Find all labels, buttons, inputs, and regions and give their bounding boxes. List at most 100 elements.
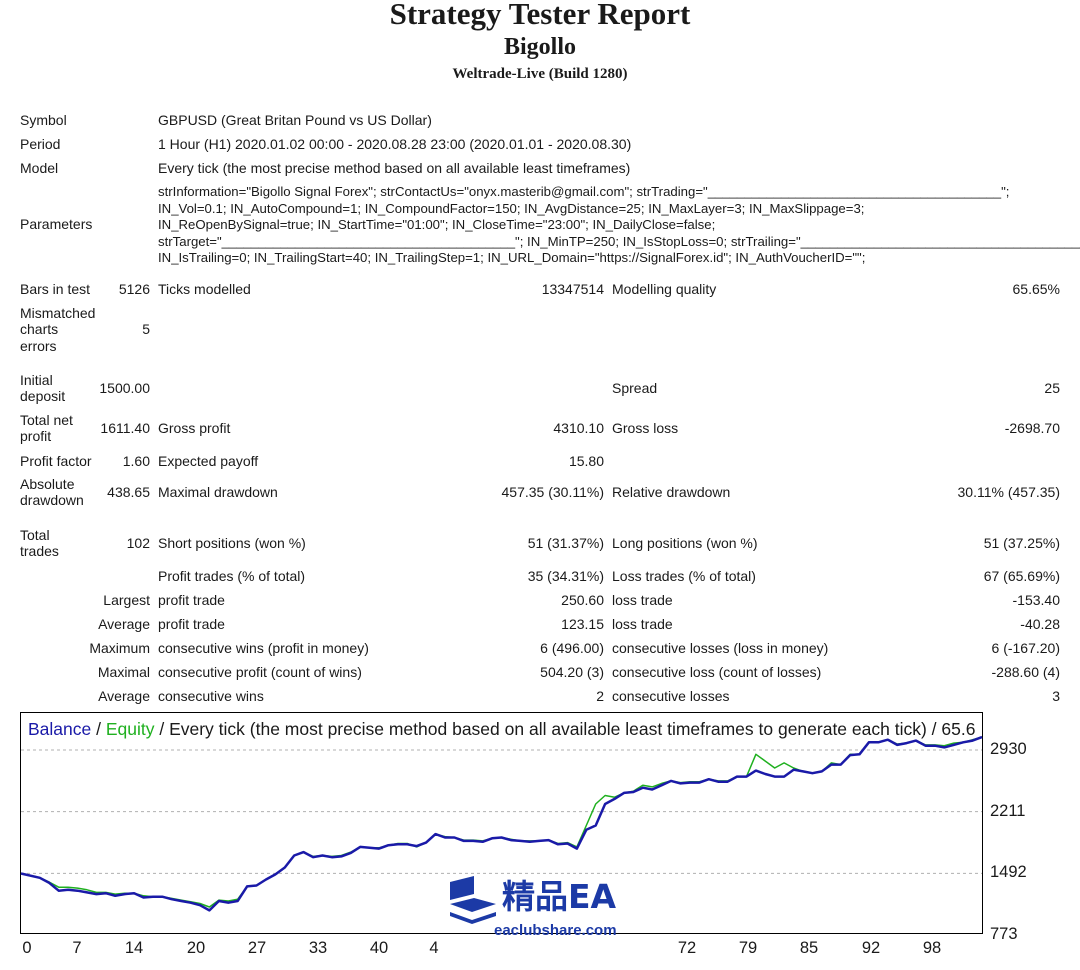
maximal-loss-label: consecutive loss (count of losses)	[612, 664, 822, 680]
short-value: 51 (31.37%)	[527, 535, 604, 551]
short-label: Short positions (won %)	[158, 535, 306, 551]
x-tick-label: 4	[429, 939, 439, 957]
avg-wins-value: 2	[596, 688, 604, 704]
symbol-label: Symbol	[20, 112, 67, 128]
series-layer	[20, 735, 983, 912]
x-tick-label: 72	[677, 939, 697, 957]
absdd-label: Absolute	[20, 476, 75, 492]
pf-value: 1.60	[122, 453, 150, 469]
mismatch-label: errors	[20, 338, 57, 354]
legend-separator: /	[91, 719, 106, 739]
maximal-profit-value: 504.20 (3)	[540, 664, 604, 680]
legend-equity: Equity	[105, 719, 155, 739]
x-tick-label: 92	[861, 939, 881, 957]
absdd-value: 438.65	[107, 484, 150, 500]
period-label: Period	[20, 136, 61, 152]
maximal-profit-label: consecutive profit (count of wins)	[158, 664, 362, 680]
x-tick-label: 0	[22, 939, 32, 957]
average-consecutive-label: Average	[98, 688, 150, 704]
parameters-line: strInformation="Bigollo Signal Forex"; s…	[158, 184, 1010, 199]
average-loss-label: loss trade	[612, 616, 673, 632]
plot-frame	[20, 712, 983, 934]
watermark: 精品EA eaclubshare.com	[436, 866, 642, 948]
x-tick-label: 98	[922, 939, 942, 957]
spread-label: Spread	[612, 380, 658, 396]
max-losses-label: consecutive losses (loss in money)	[612, 640, 829, 656]
x-tick-label: 14	[124, 939, 144, 957]
report-title: Strategy Tester Report	[389, 0, 691, 31]
y-tick-label: 2211	[990, 802, 1026, 820]
avg-losses-label: consecutive losses	[612, 688, 730, 704]
average-label: Average	[98, 616, 150, 632]
netprofit-label: Total net	[20, 412, 73, 428]
grossprofit-value: 4310.10	[553, 420, 604, 436]
maxdd-label: Maximal drawdown	[158, 484, 278, 500]
maximum-label: Maximum	[89, 640, 150, 656]
payoff-value: 15.80	[568, 453, 604, 469]
quality-label: Modelling quality	[612, 281, 717, 297]
chart-title-rest: / Every tick (the most precise method ba…	[154, 719, 976, 739]
x-tick-label: 20	[186, 939, 206, 957]
avg-wins-label: consecutive wins	[158, 688, 264, 704]
avg-losses-value: 3	[1052, 688, 1060, 704]
model-value: Every tick (the most precise method base…	[158, 160, 631, 176]
largest-profit-label: profit trade	[158, 592, 225, 608]
trades-label: Total	[20, 527, 50, 543]
reldd-value: 30.11% (457.35)	[957, 484, 1060, 500]
watermark-brand: 精品EA	[502, 877, 617, 916]
largest-loss-value: -153.40	[1012, 592, 1060, 608]
trades-value: 102	[126, 535, 150, 551]
x-tick-label: 40	[369, 939, 389, 957]
parameters-line: IN_Vol=0.1; IN_AutoCompound=1; IN_Compou…	[158, 200, 865, 216]
ltrades-value: 67 (65.69%)	[983, 568, 1060, 584]
reldd-label: Relative drawdown	[612, 484, 731, 500]
long-label: Long positions (won %)	[612, 535, 758, 551]
parameters-line: IN_ReOpenBySignal=true; IN_StartTime="01…	[158, 217, 716, 232]
payoff-label: Expected payoff	[158, 453, 259, 469]
trades-label: trades	[20, 543, 59, 559]
grossloss-label: Gross loss	[612, 420, 679, 436]
chart-svg	[20, 712, 983, 934]
y-tick-label: 2930	[990, 740, 1027, 758]
average-profit-label: profit trade	[158, 616, 225, 632]
grossloss-value: -2698.70	[1004, 420, 1060, 436]
largest-profit-value: 250.60	[561, 592, 604, 608]
y-tick-label: 1492	[990, 863, 1027, 881]
ptrades-value: 35 (34.31%)	[527, 568, 604, 584]
symbol-value: GBPUSD (Great Britan Pound vs US Dollar)	[158, 112, 432, 128]
deposit-label: deposit	[20, 388, 66, 404]
grid-layer	[21, 749, 982, 874]
netprofit-label: profit	[20, 428, 52, 444]
x-tick-label: 85	[799, 939, 819, 957]
ticks-value: 13347514	[541, 281, 604, 297]
largest-loss-label: loss trade	[612, 592, 673, 608]
pf-label: Profit factor	[20, 453, 92, 469]
ea-name: Bigollo	[503, 34, 576, 60]
quality-value: 65.65%	[1012, 281, 1060, 297]
spread-value: 25	[1044, 380, 1060, 396]
maximal-label: Maximal	[97, 664, 150, 680]
deposit-value: 1500.00	[99, 380, 150, 396]
parameters-line: IN_IsTrailing=0; IN_TrailingStart=40; IN…	[158, 250, 866, 265]
y-tick-label: 773	[990, 925, 1018, 943]
watermark-logo-icon	[450, 876, 496, 924]
ltrades-label: Loss trades (% of total)	[612, 568, 756, 584]
long-value: 51 (37.25%)	[983, 535, 1060, 551]
average-profit-value: 123.15	[561, 616, 604, 632]
x-tick-label: 33	[308, 939, 328, 957]
netprofit-value: 1611.40	[100, 420, 150, 436]
parameters-label: Parameters	[20, 216, 93, 232]
x-tick-label: 7	[72, 939, 82, 957]
grossprofit-label: Gross profit	[158, 420, 231, 436]
largest-label: Largest	[103, 592, 150, 608]
balance-series-line	[20, 735, 983, 912]
x-tick-label: 27	[247, 939, 267, 957]
mismatch-label: Mismatched	[20, 305, 96, 321]
period-value: 1 Hour (H1) 2020.01.02 00:00 - 2020.08.2…	[158, 136, 632, 152]
x-tick-label: 79	[738, 939, 758, 957]
max-wins-label: consecutive wins (profit in money)	[158, 640, 369, 656]
average-loss-value: -40.28	[1020, 616, 1060, 632]
maxdd-value: 457.35 (30.11%)	[501, 484, 604, 500]
mismatch-label: charts	[20, 321, 59, 337]
server-build: Weltrade-Live (Build 1280)	[452, 66, 628, 82]
